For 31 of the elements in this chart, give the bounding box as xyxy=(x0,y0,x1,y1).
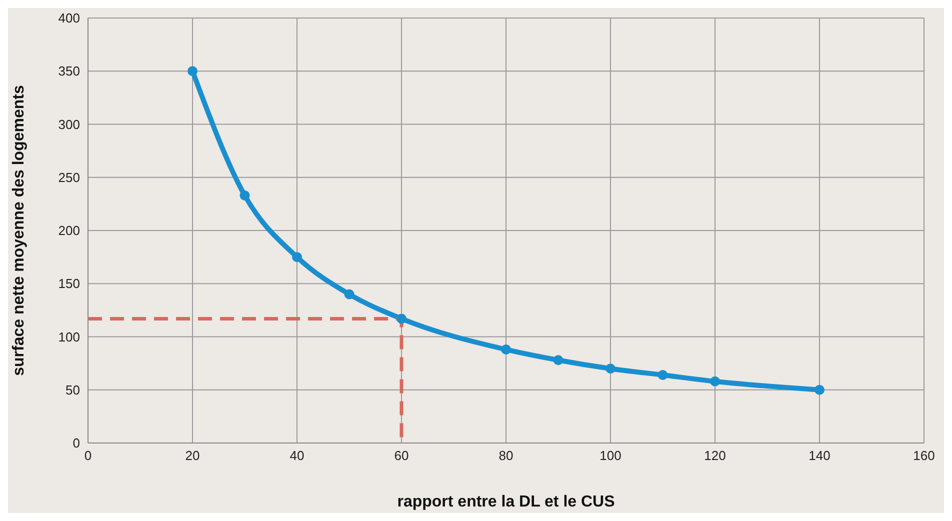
y-tick-label: 300 xyxy=(58,116,80,132)
point xyxy=(710,376,720,386)
x-tick-label: 0 xyxy=(84,448,92,464)
x-tick-label: 60 xyxy=(394,448,409,464)
y-tick-label: 400 xyxy=(58,10,80,26)
point xyxy=(344,289,354,300)
point xyxy=(814,384,824,395)
y-tick-label: 100 xyxy=(58,329,80,344)
x-tick-label: 80 xyxy=(498,448,514,464)
x-tick-label: 140 xyxy=(808,448,830,464)
y-tick-label: 200 xyxy=(58,223,80,238)
point xyxy=(658,370,668,380)
y-tick-label: 50 xyxy=(66,382,80,398)
x-tick-label: 20 xyxy=(185,448,200,464)
x-tick-label: 40 xyxy=(290,448,304,464)
x-tick-label: 120 xyxy=(704,448,726,464)
point xyxy=(553,355,564,366)
point xyxy=(606,364,616,374)
y-axis-title: surface nette moyenne des logements xyxy=(10,85,28,376)
point xyxy=(240,190,250,200)
x-axis-title: rapport entre la DL et le CUS xyxy=(397,493,616,510)
point xyxy=(396,314,406,324)
point xyxy=(501,344,511,354)
y-tick-label: 150 xyxy=(58,276,80,292)
y-tick-label: 350 xyxy=(58,64,80,79)
x-tick-label: 100 xyxy=(600,448,622,464)
x-tick-label: 160 xyxy=(913,448,935,464)
point xyxy=(188,66,198,76)
point xyxy=(292,252,302,262)
y-tick-label: 250 xyxy=(58,170,80,185)
y-tick-label: 0 xyxy=(72,436,80,451)
